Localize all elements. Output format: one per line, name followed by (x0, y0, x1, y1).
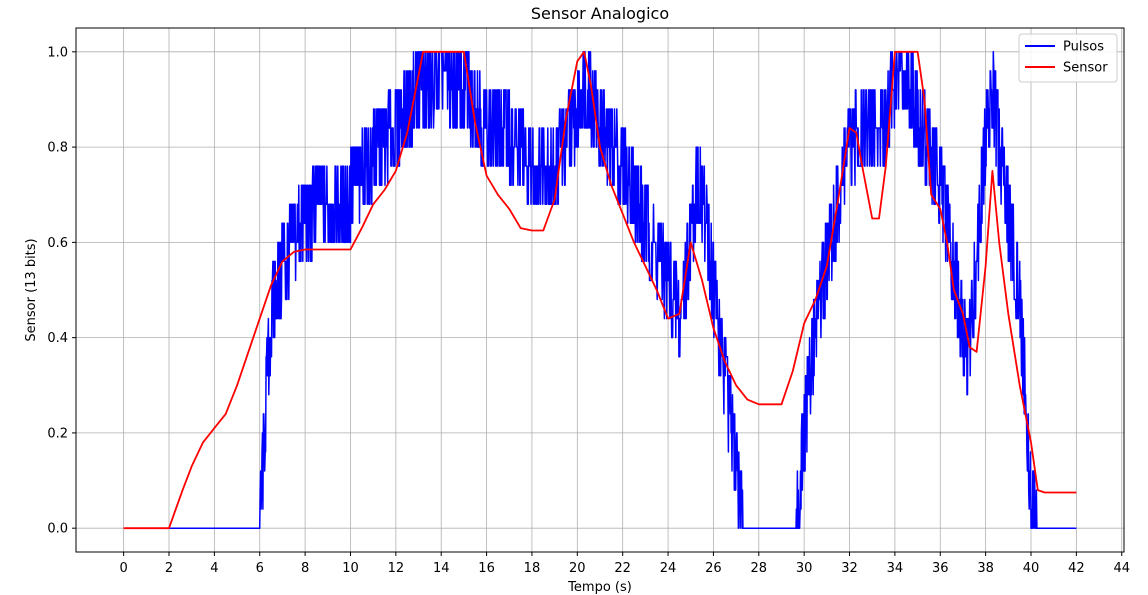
x-tick-label: 20 (569, 561, 586, 576)
y-tick-label: 0.8 (47, 141, 68, 156)
x-tick-label: 32 (841, 561, 858, 576)
series-line-pulsos (123, 51, 1077, 529)
x-tick-label: 34 (887, 561, 904, 576)
y-tick-label: 0.0 (47, 522, 68, 537)
x-tick-label: 18 (524, 561, 541, 576)
x-tick-label: 22 (614, 561, 631, 576)
y-axis-label: Sensor (13 bits) (24, 238, 39, 341)
legend-label-pulsos: Pulsos (1063, 40, 1104, 55)
x-axis-label: Tempo (s) (567, 580, 632, 595)
x-tick-label: 0 (119, 561, 127, 576)
x-tick-label: 36 (932, 561, 949, 576)
ticks: 0 2 4 6 8 10 12 14 16 18 20 22 24 26 28 30 32 34 36 38 40 42 4… (47, 45, 1130, 576)
x-tick-label: 14 (433, 561, 450, 576)
x-tick-label: 4 (210, 561, 218, 576)
x-tick-label: 42 (1068, 561, 1085, 576)
x-tick-label: 24 (660, 561, 677, 576)
x-tick-label: 6 (256, 561, 264, 576)
x-tick-label: 38 (977, 561, 994, 576)
x-tick-label: 26 (705, 561, 722, 576)
x-tick-label: 30 (796, 561, 813, 576)
series-layer (123, 50, 1077, 530)
x-tick-label: 8 (301, 561, 309, 576)
x-tick-label: 2 (165, 561, 173, 576)
y-tick-label: 0.2 (47, 426, 68, 441)
x-tick-label: 12 (388, 561, 405, 576)
x-tick-label: 40 (1023, 561, 1040, 576)
x-tick-label: 16 (478, 561, 495, 576)
chart-title: Sensor Analogico (531, 4, 669, 23)
series-line-sensor (123, 50, 1077, 530)
y-tick-label: 0.6 (47, 236, 68, 251)
y-tick-label: 0.4 (47, 331, 68, 346)
y-tick-label: 1.0 (47, 45, 68, 60)
x-tick-label: 10 (342, 561, 359, 576)
legend: Pulsos Sensor (1018, 33, 1118, 83)
legend-label-sensor: Sensor (1063, 61, 1108, 76)
x-tick-label: 44 (1113, 561, 1130, 576)
plot-frame (75, 27, 1125, 553)
x-tick-label: 28 (751, 561, 768, 576)
